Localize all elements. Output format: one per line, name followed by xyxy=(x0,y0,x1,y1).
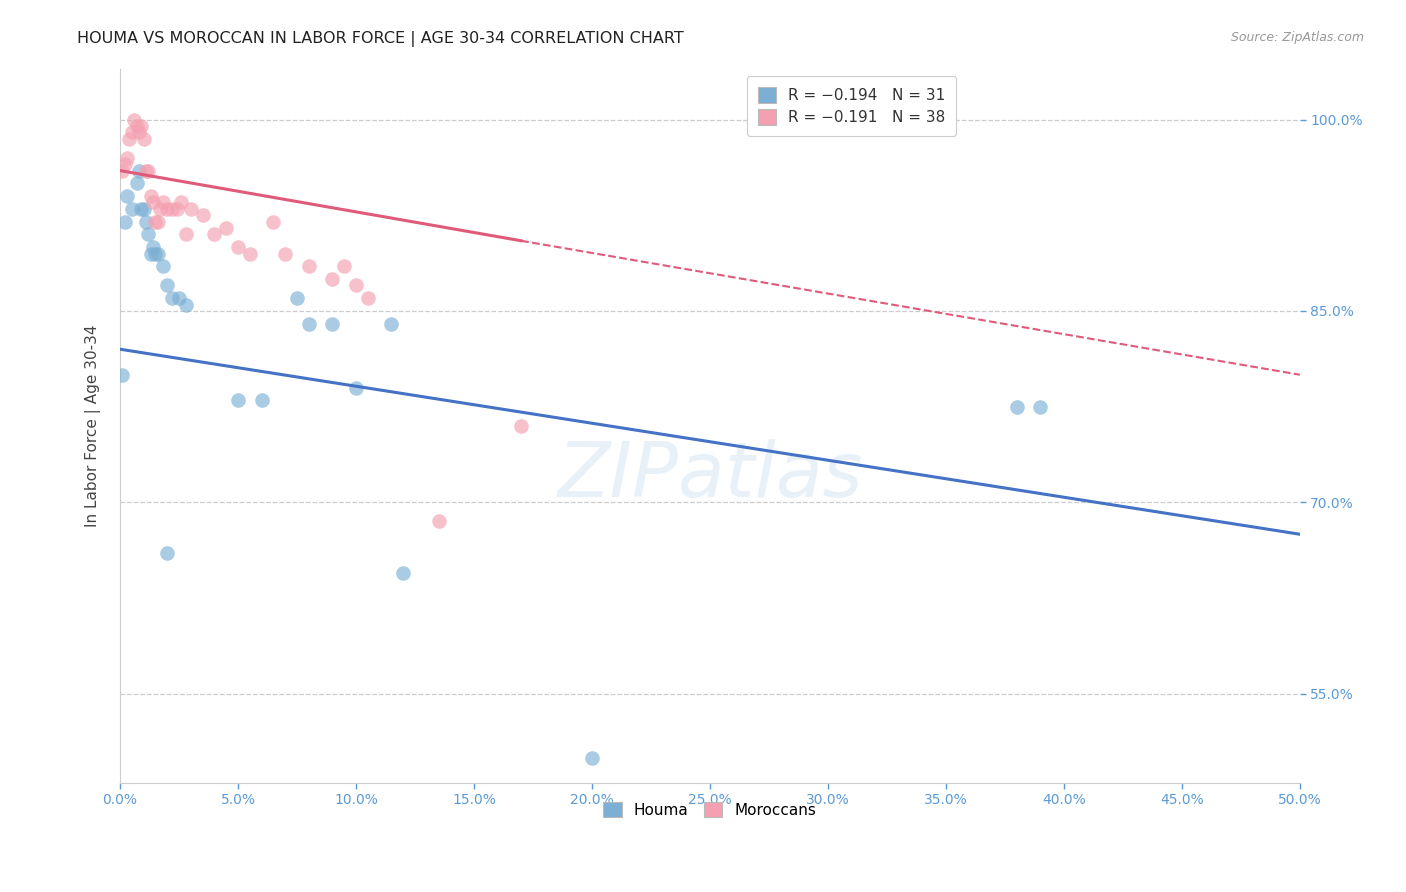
Point xyxy=(1029,400,1052,414)
Point xyxy=(135,163,157,178)
Point xyxy=(215,221,238,235)
Point xyxy=(115,151,138,165)
Point xyxy=(111,163,134,178)
Point xyxy=(170,195,193,210)
Point xyxy=(380,317,402,331)
Point xyxy=(285,291,308,305)
Point xyxy=(139,246,162,260)
Point xyxy=(138,163,160,178)
Point xyxy=(128,125,150,139)
Point xyxy=(239,246,262,260)
Text: Source: ZipAtlas.com: Source: ZipAtlas.com xyxy=(1230,31,1364,45)
Point xyxy=(298,317,321,331)
Point xyxy=(357,291,380,305)
Point xyxy=(152,195,174,210)
Point xyxy=(145,214,167,228)
Point xyxy=(166,202,188,216)
Point xyxy=(111,368,134,382)
Point xyxy=(427,515,450,529)
Point xyxy=(145,246,167,260)
Point xyxy=(121,125,143,139)
Point xyxy=(114,214,136,228)
Point xyxy=(149,202,172,216)
Point xyxy=(142,195,165,210)
Point xyxy=(146,246,169,260)
Point xyxy=(132,202,155,216)
Text: HOUMA VS MOROCCAN IN LABOR FORCE | AGE 30-34 CORRELATION CHART: HOUMA VS MOROCCAN IN LABOR FORCE | AGE 3… xyxy=(77,31,685,47)
Point xyxy=(204,227,226,242)
Point xyxy=(135,214,157,228)
Point xyxy=(392,566,415,580)
Point xyxy=(129,119,152,133)
Point xyxy=(344,278,367,293)
Point xyxy=(174,297,197,311)
Point xyxy=(167,291,190,305)
Point xyxy=(156,202,179,216)
Point xyxy=(262,214,284,228)
Point xyxy=(333,260,356,274)
Point xyxy=(250,393,273,408)
Point xyxy=(152,260,174,274)
Point xyxy=(138,227,160,242)
Point xyxy=(274,246,297,260)
Point xyxy=(160,291,183,305)
Point xyxy=(321,317,343,331)
Point xyxy=(129,202,152,216)
Point xyxy=(122,112,145,127)
Point xyxy=(344,380,367,394)
Point xyxy=(321,272,343,286)
Point xyxy=(1005,400,1028,414)
Point xyxy=(298,260,321,274)
Point xyxy=(510,418,533,433)
Point xyxy=(156,278,179,293)
Y-axis label: In Labor Force | Age 30-34: In Labor Force | Age 30-34 xyxy=(86,325,101,527)
Point xyxy=(142,240,165,254)
Point xyxy=(156,546,179,560)
Point xyxy=(125,119,148,133)
Legend: Houma, Moroccans: Houma, Moroccans xyxy=(596,794,824,825)
Point xyxy=(118,131,141,145)
Point xyxy=(226,240,249,254)
Text: ZIPatlas: ZIPatlas xyxy=(557,439,863,513)
Point xyxy=(139,189,162,203)
Point xyxy=(121,202,143,216)
Point xyxy=(191,208,214,222)
Point xyxy=(132,131,155,145)
Point xyxy=(180,202,202,216)
Point xyxy=(125,177,148,191)
Point xyxy=(160,202,183,216)
Point xyxy=(174,227,197,242)
Point xyxy=(226,393,249,408)
Point xyxy=(128,163,150,178)
Point xyxy=(146,214,169,228)
Point xyxy=(115,189,138,203)
Point xyxy=(114,157,136,171)
Point xyxy=(581,750,603,764)
